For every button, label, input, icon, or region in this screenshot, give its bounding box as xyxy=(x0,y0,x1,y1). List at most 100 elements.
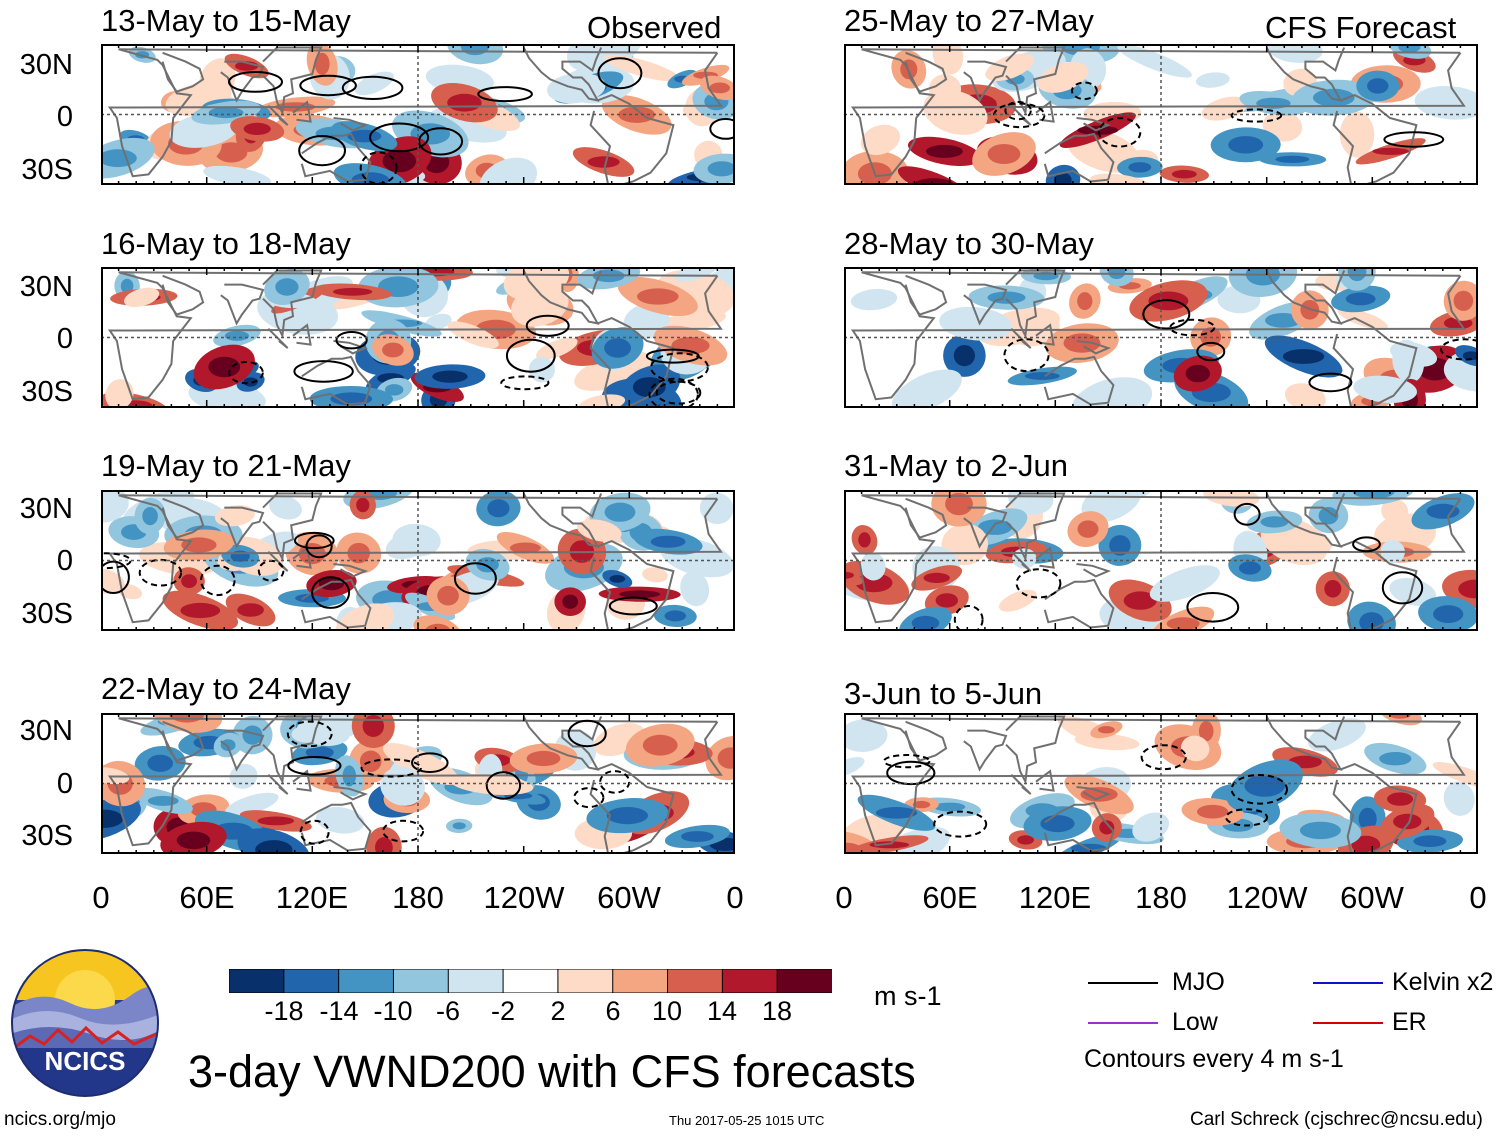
anomaly-core xyxy=(147,795,179,806)
legend-label-er: ER xyxy=(1392,1008,1427,1036)
anomaly-core xyxy=(356,497,370,513)
colorbar-label-4: -6 xyxy=(435,996,460,1026)
anomaly-core xyxy=(1398,44,1421,53)
anomaly-core xyxy=(1347,267,1367,282)
lat-label-30n-4: 30N xyxy=(19,715,73,747)
anomaly-core xyxy=(1462,351,1478,361)
panel-title-left-1: 13-May to 15-May xyxy=(101,3,351,38)
coastline xyxy=(1035,769,1055,792)
anomaly-blob xyxy=(1432,762,1478,790)
anomaly-blob xyxy=(101,490,129,523)
map-svg-4 xyxy=(101,713,735,854)
mjo-contour xyxy=(299,819,330,845)
coastline xyxy=(300,801,372,852)
anomaly-blob xyxy=(1443,781,1475,816)
mjo-contour xyxy=(1140,744,1187,771)
colorbar-swatch-6 xyxy=(502,968,559,994)
mjo-contour xyxy=(311,576,351,609)
anomaly-core xyxy=(101,809,124,828)
anomaly-core xyxy=(1024,372,1060,380)
mjo-contour xyxy=(138,558,183,587)
anomaly-core xyxy=(1070,843,1107,853)
colorbar-label-3: -10 xyxy=(373,996,413,1026)
anomaly-blob xyxy=(291,724,328,743)
anomaly-core xyxy=(1372,147,1409,155)
anomaly-core xyxy=(1077,292,1093,311)
colorbar-label-6: 2 xyxy=(550,996,566,1026)
coastline xyxy=(300,578,372,629)
anomaly-core xyxy=(707,161,735,177)
lat-label-30s-2: 30S xyxy=(21,376,73,408)
lat-label-30n-1: 30N xyxy=(19,49,73,81)
mjo-contour xyxy=(1196,341,1226,362)
mjo-contour xyxy=(599,770,631,794)
map-svg-2 xyxy=(101,267,735,408)
map-svg-1 xyxy=(101,44,735,185)
colorbar-label-7: 6 xyxy=(605,996,621,1026)
colorbar-units: m s-1 xyxy=(874,981,942,1011)
colorbar-svg xyxy=(228,968,833,994)
footer-website[interactable]: ncics.org/mjo xyxy=(4,1109,116,1130)
colorbar-swatch-5 xyxy=(447,968,505,994)
anomaly-core xyxy=(347,129,382,143)
anomaly-core xyxy=(1098,726,1115,734)
anomaly-core xyxy=(935,593,958,608)
anomaly-core xyxy=(147,754,173,772)
anomaly-core xyxy=(526,750,561,767)
anomaly-blob xyxy=(577,519,622,542)
coastline xyxy=(904,274,948,316)
anomaly-core xyxy=(1017,835,1034,845)
legend-line-kelvin xyxy=(1313,982,1383,984)
map-frame xyxy=(101,267,735,408)
anomaly-core xyxy=(385,384,404,396)
mjo-contour xyxy=(1233,502,1261,526)
map-frame xyxy=(844,44,1478,185)
coastline xyxy=(1332,94,1418,185)
mjo-contour xyxy=(369,122,430,153)
coastline xyxy=(1076,117,1112,132)
colorbar-swatch-11 xyxy=(776,968,833,994)
map-svg-6 xyxy=(844,267,1478,408)
anomaly-core xyxy=(1099,820,1115,835)
mjo-contour xyxy=(418,127,464,156)
anomaly-core xyxy=(1345,292,1376,306)
mjo-contour xyxy=(505,338,556,373)
mjo-contour xyxy=(567,719,607,748)
anomaly-core xyxy=(120,278,134,294)
map-svg-3 xyxy=(101,490,735,631)
anomaly-core xyxy=(642,734,678,756)
coastline xyxy=(904,51,948,93)
anomaly-core xyxy=(987,144,1021,164)
mjo-contour xyxy=(1352,536,1381,553)
mjo-contour xyxy=(597,57,643,90)
ncics-logo: NCICS xyxy=(10,948,160,1098)
coastline xyxy=(107,48,723,178)
anomaly-core xyxy=(509,542,541,554)
anomaly-core xyxy=(1393,813,1422,830)
mjo-contour xyxy=(1186,592,1240,623)
map-panel-forecast-3 xyxy=(844,490,1478,631)
map-frame xyxy=(101,44,735,185)
anomaly-core xyxy=(382,342,404,358)
coastline xyxy=(963,729,1008,772)
mjo-contour xyxy=(200,564,236,597)
anomaly-blob xyxy=(1389,341,1438,367)
anomaly-blob xyxy=(699,492,734,524)
anomaly-core xyxy=(487,499,510,518)
map-svg-7 xyxy=(844,490,1478,631)
mjo-contour xyxy=(993,102,1046,129)
anomaly-core xyxy=(382,149,417,173)
map-panel-observed-3 xyxy=(101,490,735,631)
coastline xyxy=(1043,355,1115,406)
anomaly-blob xyxy=(1389,577,1437,606)
anomaly-core xyxy=(1238,561,1261,575)
anomaly-blob xyxy=(124,287,160,308)
anomaly-core xyxy=(1458,579,1478,599)
lon-label-right-120w: 120W xyxy=(1226,880,1308,915)
coastline xyxy=(850,271,1466,401)
anomaly-blob xyxy=(1286,525,1332,554)
anomaly-blob xyxy=(939,306,1012,341)
anomaly-core xyxy=(1358,807,1377,831)
lat-label-eq-1: 0 xyxy=(56,101,73,133)
anomaly-core xyxy=(912,800,931,809)
